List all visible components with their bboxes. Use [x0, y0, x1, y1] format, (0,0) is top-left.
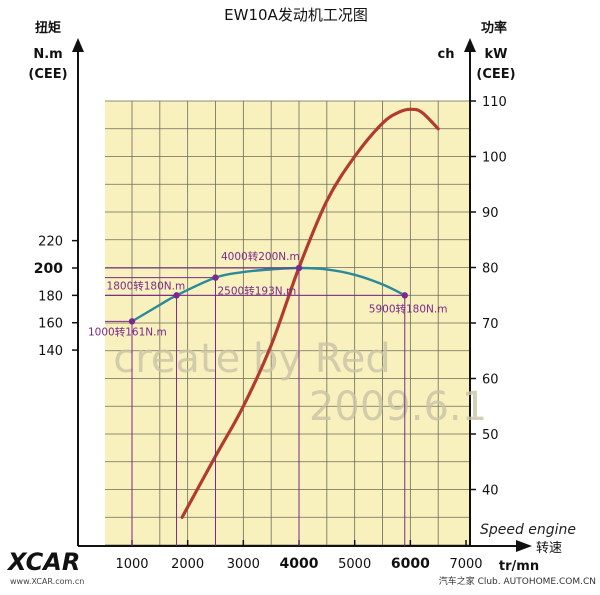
- brand-url: www.XCAR.com.cn: [10, 577, 84, 586]
- annotation-marker: [212, 274, 219, 281]
- annotation-layer: 1000转161N.m 1800转180N.m 2500转193N.m 4000转20…: [88, 250, 447, 546]
- right-axis-tick-label: 90: [482, 206, 499, 221]
- brand-logo: XCAR: [6, 548, 80, 576]
- right-axis-unit-standard: (CEE): [476, 67, 515, 82]
- x-axis-unit: tr/mn: [499, 559, 539, 574]
- left-axis-tick-label: 200: [34, 261, 63, 277]
- annotation-label: 2500转193N.m: [218, 285, 297, 298]
- left-axis-tick-label: 220: [38, 235, 63, 250]
- annotation-label: 5900转180N.m: [369, 302, 448, 315]
- right-axis-tick-label: 70: [482, 317, 499, 332]
- right-axis-arrow-icon: [464, 38, 476, 52]
- x-axis-tick-label: 3000: [227, 557, 260, 572]
- left-axis-tick-label: 180: [38, 289, 63, 304]
- footer-watermark: 汽车之家 Club. AUTOHOME.COM.CN: [439, 575, 596, 587]
- x-axis-tick-label: 6000: [391, 556, 430, 572]
- left-axis-tick-label: 140: [38, 344, 63, 359]
- x-axis-tick-label: 2000: [171, 557, 204, 572]
- right-axis-tick-label: 100: [482, 151, 507, 166]
- right-axis-tick-label: 50: [482, 428, 499, 443]
- x-axis-label-italic: Speed engine: [480, 522, 576, 538]
- watermark-date: 2009.6.1: [309, 384, 487, 430]
- chart-title: EW10A发动机工况图: [224, 6, 368, 24]
- annotation-marker: [401, 292, 408, 299]
- left-axis-tick-label: 160: [38, 317, 63, 332]
- annotation-marker: [295, 264, 303, 272]
- right-axis-tick-label: 80: [482, 262, 499, 277]
- annotation-marker: [128, 318, 136, 325]
- right-axis-tick-label: 60: [482, 373, 499, 388]
- left-axis-unit: N.m: [33, 47, 62, 62]
- torque-curve: [130, 266, 406, 323]
- x-axis-tick-label: 5000: [338, 557, 371, 572]
- power-curve: [180, 107, 440, 519]
- series-layer: [130, 107, 440, 519]
- x-axis-label-cn: 转速: [536, 541, 562, 556]
- right-axis-title: 功率: [481, 20, 507, 36]
- x-axis-tick-label: 7000: [449, 557, 482, 572]
- left-axis-arrow-icon: [72, 38, 84, 52]
- annotation-label: 4000转200N.m: [221, 250, 300, 263]
- right-axis-unit-kw: kW: [485, 47, 508, 62]
- annotation-label: 1000转161N.m: [88, 325, 167, 338]
- right-axis-tick-label: 40: [482, 484, 499, 499]
- right-axis-tick-label: 110: [482, 95, 507, 110]
- x-axis-tick-label: 1000: [115, 557, 148, 572]
- right-axis-unit-ch: ch: [438, 47, 455, 62]
- x-axis-tick-label: 4000: [280, 556, 319, 572]
- left-axis-unit-standard: (CEE): [28, 67, 67, 82]
- annotation-label: 1800转180N.m: [107, 279, 186, 292]
- watermark-create: create by Red: [113, 336, 390, 382]
- grid: [105, 100, 470, 546]
- x-axis-arrow-icon: [516, 540, 532, 552]
- left-axis-title: 扭矩: [35, 20, 61, 36]
